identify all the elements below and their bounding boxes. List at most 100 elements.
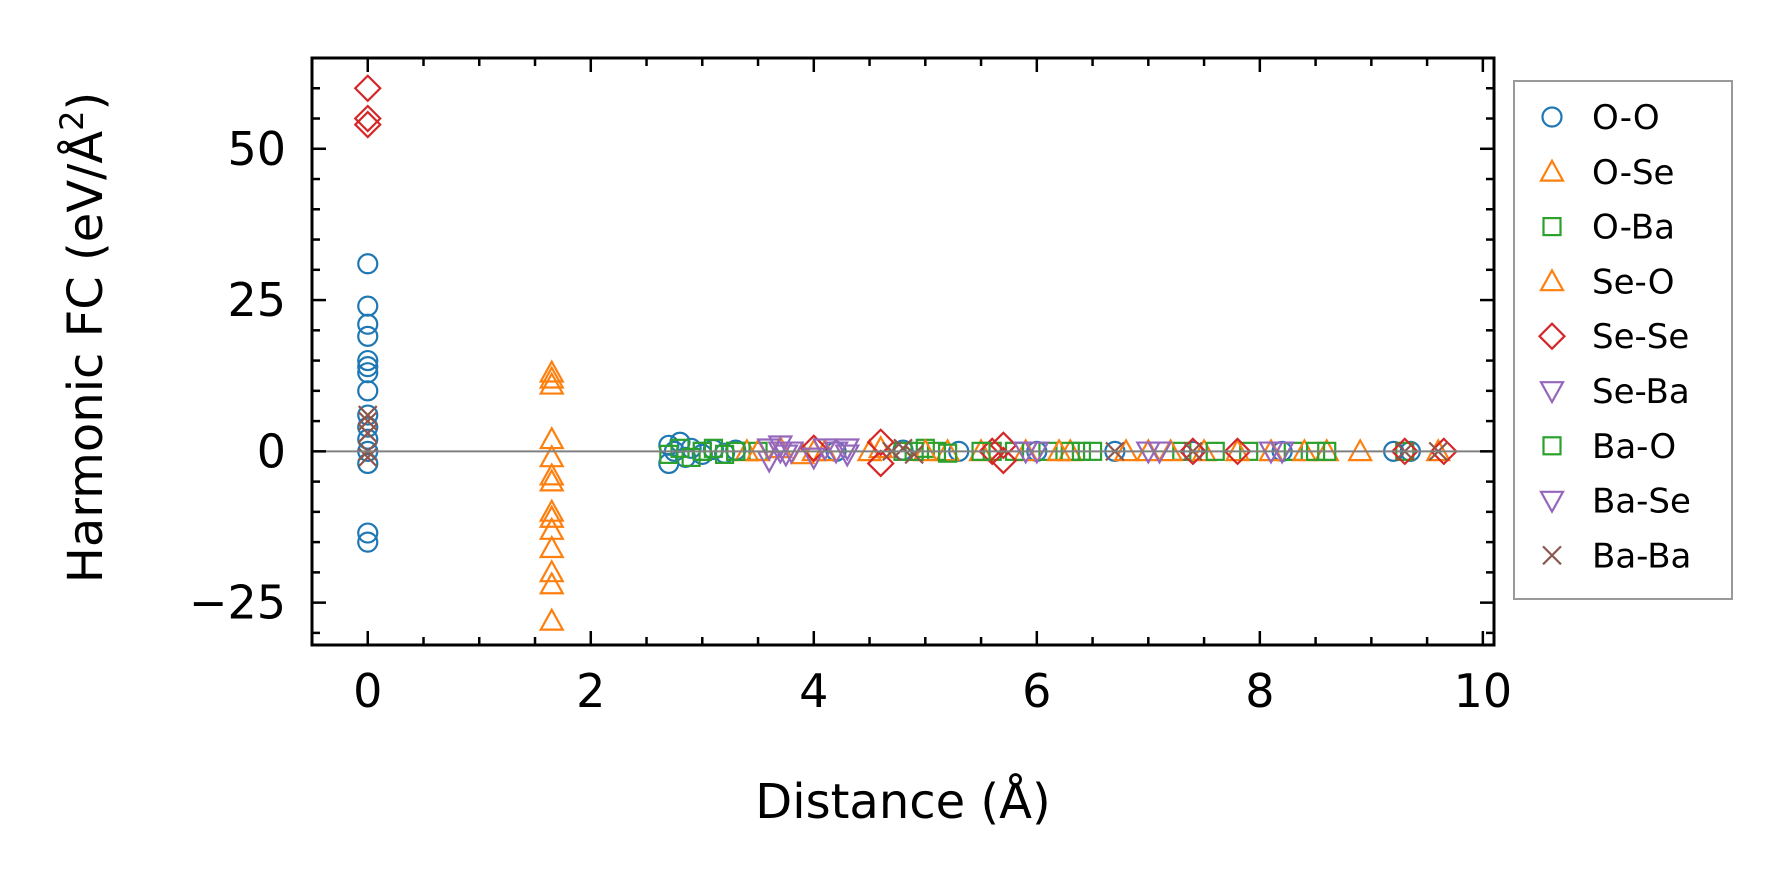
data-point — [357, 428, 379, 450]
data-point — [357, 295, 379, 317]
legend: O-O O-Se O-Ba Se-O Se-Se Se-Ba Ba-O Ba-Se Ba-Ba — [1513, 80, 1733, 600]
legend-label: O-Ba — [1592, 208, 1675, 248]
data-point — [812, 438, 838, 462]
data-point — [357, 349, 379, 372]
data-point — [357, 531, 379, 553]
data-point — [353, 74, 382, 103]
data-point — [773, 444, 799, 468]
data-markers — [353, 74, 1458, 631]
legend-marker — [1542, 217, 1562, 237]
legend-label: Ba-Se — [1592, 482, 1691, 522]
data-point — [1046, 438, 1072, 462]
legend-marker — [1542, 436, 1562, 456]
legend-marker — [1542, 545, 1562, 566]
legend-marker — [1539, 268, 1565, 292]
data-point — [799, 434, 828, 463]
data-point — [1291, 438, 1318, 462]
x-tick-label: 4 — [799, 664, 828, 718]
legend-frame — [1513, 80, 1733, 600]
y-axis-label: Harmonic FC (eV/Å2) — [53, 92, 114, 584]
x-tick-label: 10 — [1454, 664, 1513, 718]
data-point — [866, 449, 895, 478]
x-tick-label: 0 — [353, 664, 382, 718]
legend-item: O-Ba — [1542, 208, 1675, 248]
data-point — [1224, 438, 1251, 462]
data-point — [538, 371, 565, 395]
data-point — [1113, 438, 1139, 462]
data-point — [538, 468, 565, 492]
y-axis-label-superscript: 2 — [53, 110, 91, 130]
data-point — [353, 110, 382, 139]
legend-label: Ba-Ba — [1592, 536, 1691, 576]
data-point — [703, 438, 724, 458]
data-point — [1223, 437, 1252, 466]
legend-item: Se-O — [1539, 262, 1674, 302]
x-tick-label: 6 — [1022, 664, 1051, 718]
y-tick-label: 50 — [227, 122, 286, 176]
legend-marker — [1541, 106, 1563, 128]
legend-label: Ba-O — [1592, 427, 1676, 467]
data-point — [357, 416, 379, 438]
data-point — [357, 522, 379, 544]
legend-item: O-Se — [1539, 153, 1674, 193]
y-axis-label-suffix: ) — [58, 92, 114, 111]
data-point — [538, 359, 565, 383]
data-point — [357, 452, 379, 475]
data-point — [1390, 437, 1419, 466]
data-point — [538, 462, 565, 486]
x-tick-label: 2 — [576, 664, 605, 718]
data-point — [538, 504, 565, 528]
legend-item: O-O — [1541, 98, 1660, 138]
x-tick-label: 8 — [1245, 664, 1274, 718]
data-point — [938, 443, 958, 463]
data-point — [756, 438, 783, 462]
data-point — [823, 441, 849, 465]
y-tick-label: 25 — [227, 273, 286, 327]
legend-item: Se-Ba — [1539, 372, 1690, 412]
data-point — [1191, 438, 1217, 462]
data-point — [978, 437, 1007, 466]
data-point — [989, 446, 1018, 475]
data-point — [904, 444, 924, 465]
data-point — [714, 444, 735, 464]
x-axis-label: Distance (Å) — [755, 773, 1050, 830]
series-o-se — [538, 359, 1452, 631]
data-point — [357, 423, 378, 443]
data-point — [357, 405, 378, 425]
data-point — [357, 313, 379, 335]
series-o-o — [357, 253, 1421, 553]
data-point — [659, 444, 679, 464]
y-tick-label: 0 — [257, 424, 286, 478]
data-point — [538, 571, 565, 595]
data-point — [934, 438, 961, 462]
data-point — [800, 447, 827, 471]
data-point — [1258, 441, 1284, 465]
legend-marker — [1539, 158, 1565, 182]
data-point — [866, 428, 895, 457]
data-point — [1023, 441, 1050, 465]
data-point — [357, 253, 379, 275]
data-point — [1347, 438, 1374, 462]
data-point — [681, 447, 701, 468]
legend-label: Se-O — [1592, 262, 1674, 302]
legend-item: Ba-Se — [1539, 482, 1691, 522]
data-point — [1135, 441, 1162, 465]
legend-marker — [1539, 490, 1565, 514]
legend-item: Se-Se — [1537, 317, 1689, 357]
data-point — [1178, 437, 1207, 466]
data-point — [767, 441, 794, 465]
legend-marker — [1537, 322, 1567, 351]
data-point — [538, 559, 565, 583]
tick-labels: 0 2 4 6 8 10 −25 0 25 50 — [189, 122, 1512, 718]
legend-label: Se-Ba — [1592, 372, 1690, 412]
plot-frame — [310, 56, 1496, 647]
data-point — [834, 438, 861, 462]
data-point — [353, 104, 382, 133]
data-point — [357, 356, 379, 378]
legend-marker — [1539, 381, 1565, 405]
y-axis-label-main: Harmonic FC (eV/Å — [57, 131, 114, 584]
data-point — [834, 444, 861, 468]
data-point — [357, 380, 379, 402]
data-point — [538, 365, 565, 389]
